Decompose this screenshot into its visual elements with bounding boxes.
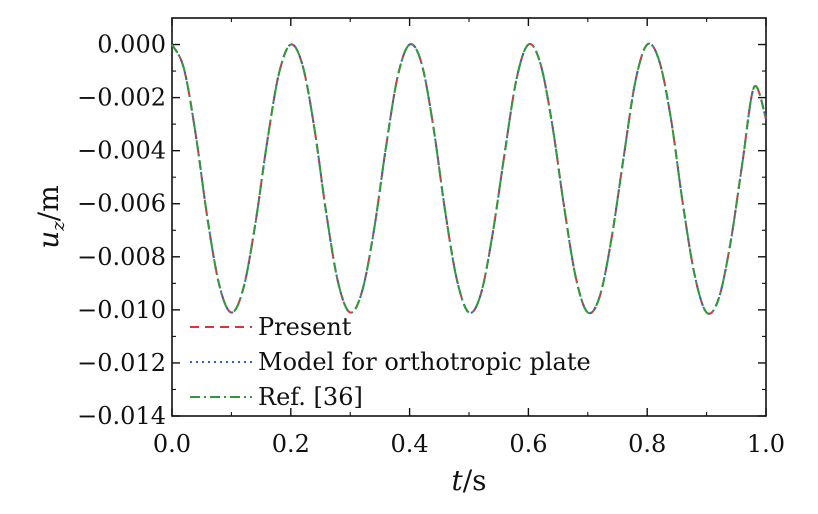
series-line-0: [171, 42, 767, 315]
legend-label-ref36: Ref. [36]: [258, 383, 363, 411]
y-tick-label-7: −0.014: [77, 402, 166, 430]
legend: Present Model for orthotropic plate Ref.…: [190, 313, 591, 411]
y-tick-label-5: −0.010: [77, 296, 166, 324]
x-tick-label-2: 0.4: [391, 430, 429, 458]
legend-label-orthotropic: Model for orthotropic plate: [258, 348, 591, 376]
y-axis-label: uz/m: [32, 185, 69, 249]
series-layer: [171, 42, 767, 315]
x-tick-label-3: 0.6: [509, 430, 547, 458]
x-tick-label-5: 1.0: [747, 430, 785, 458]
x-tick-label-4: 0.8: [628, 430, 666, 458]
axis-tick-labels: 0.0 0.2 0.4 0.6 0.8 1.0 0.000 −0.002 −0.004 −0.00…: [77, 31, 785, 458]
y-tick-label-3: −0.006: [77, 190, 166, 218]
x-tick-label-0: 0.0: [153, 430, 191, 458]
y-tick-label-2: −0.004: [77, 137, 166, 165]
series-line-1: [171, 42, 767, 315]
y-tick-label-6: −0.012: [77, 349, 166, 377]
axis-ticks: [171, 18, 767, 417]
x-tick-label-1: 0.2: [272, 430, 310, 458]
y-tick-label-1: −0.002: [77, 84, 166, 112]
x-axis-label: t/s: [451, 464, 486, 497]
legend-label-present: Present: [258, 313, 352, 341]
y-tick-label-4: −0.008: [77, 243, 166, 271]
series-line-2: [171, 42, 767, 315]
y-tick-label-0: 0.000: [97, 31, 166, 59]
